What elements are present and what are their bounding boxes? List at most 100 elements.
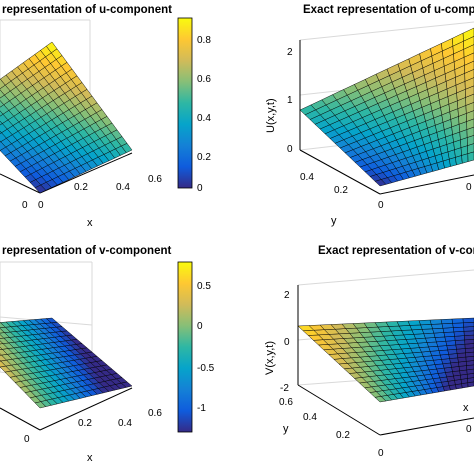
y-axis-label: y <box>283 423 289 435</box>
surface-patch <box>429 319 443 325</box>
y-axis-label: y <box>331 215 337 227</box>
surface-patch <box>440 318 453 325</box>
x-tick-label-1: 0.2 <box>74 182 88 193</box>
colorbar-tick-3: 0.2 <box>197 152 211 163</box>
surface-patch <box>442 327 455 333</box>
surface-mesh <box>0 41 133 194</box>
surface-patch <box>465 102 474 114</box>
axes-frame <box>0 387 133 431</box>
panel-exact-u: Exact representation of u-component 2 1 … <box>265 4 474 227</box>
x-axis-label: x <box>463 402 469 414</box>
surface-patch <box>466 368 474 375</box>
z-tick-label-0: 2 <box>284 290 290 301</box>
surface-patch <box>465 360 474 366</box>
surface-patch <box>453 326 465 333</box>
surface-patch <box>443 331 455 338</box>
z-tick-label-2: 0 <box>287 144 293 155</box>
surface-patch <box>467 381 474 388</box>
x-tick-label-0: 0 <box>38 200 44 211</box>
surface-patch <box>0 110 4 117</box>
surface-patch <box>462 317 474 324</box>
colorbar: 0.8 0.6 0.4 0.2 0 <box>177 17 211 194</box>
x-tick-label-3: 0.6 <box>148 174 162 185</box>
z-tick-label-1: 0 <box>284 337 290 348</box>
x-tick-label-0: 0 <box>24 434 30 445</box>
surface-patch <box>463 36 474 50</box>
surface-patch <box>466 364 474 371</box>
x-tick-label-2: 0.4 <box>118 418 132 429</box>
surface-patch <box>462 27 474 42</box>
z-tick-label-1: 1 <box>287 95 293 106</box>
surface-patch <box>411 329 425 335</box>
colorbar: 0.5 0 -0.5 -1 <box>177 261 215 433</box>
surface-patch <box>467 143 474 154</box>
colorbar-tick-0: 0.8 <box>197 35 211 46</box>
surface-patch <box>465 93 474 106</box>
surface-mesh <box>0 317 133 409</box>
surface-patch <box>413 333 426 340</box>
surface-patch <box>464 339 474 345</box>
surface-patch <box>466 126 474 138</box>
colorbar-tick-4: 0 <box>197 183 203 194</box>
surface-patch <box>453 331 465 337</box>
surface-patch <box>452 322 464 328</box>
surface-patch <box>409 324 423 331</box>
colorbar-tick-2: -0.5 <box>197 363 215 374</box>
surface-patch <box>432 327 445 334</box>
chart-title: representation of u-component <box>2 4 172 16</box>
surface-patch <box>463 322 474 328</box>
surface-patch <box>465 351 474 358</box>
surface-patch <box>465 85 474 98</box>
surface-patch <box>0 100 5 108</box>
surface-patch <box>423 332 436 339</box>
x-tick-label-2: 0.4 <box>116 182 130 193</box>
surface-patch <box>434 336 447 343</box>
surface-patch <box>445 340 457 346</box>
surface-patch <box>467 151 474 162</box>
surface-patch <box>464 347 474 354</box>
z-tick-label-0: 2 <box>287 47 293 58</box>
surface-patch <box>465 356 474 362</box>
surface-patch <box>464 60 474 74</box>
surface-patch <box>433 332 446 338</box>
y-tick-label-0: 0.6 <box>279 397 293 408</box>
surface-mesh <box>299 27 474 187</box>
surface-patch <box>466 118 474 130</box>
panel-exact-v: Exact representation of v-componen 2 0 -… <box>264 245 474 459</box>
x-axis-label: x <box>87 217 93 229</box>
surface-patch <box>463 330 474 336</box>
chart-title: representation of v-component <box>2 245 171 257</box>
y-tick-label-1: 0.4 <box>303 412 317 423</box>
surface-patch <box>45 317 58 324</box>
surface-patch <box>464 334 474 341</box>
surface-patch <box>466 135 474 146</box>
z-axis-label: U(x,y,t) <box>265 98 277 133</box>
surface-patch <box>45 41 58 54</box>
surface-patch <box>426 341 438 348</box>
surface-patch <box>431 323 444 330</box>
panel-numerical-v: representation of v-component 0 0.2 0.4 … <box>0 245 215 464</box>
surface-mesh <box>297 317 474 403</box>
surface-patch <box>396 320 411 327</box>
x-tick-label-0: 0 <box>466 424 472 435</box>
colorbar-tick-1: 0.6 <box>197 74 211 85</box>
y-tick-label-2: 0.2 <box>336 430 350 441</box>
x-axis-label: x <box>87 452 93 464</box>
y-tick-label-0: 0.4 <box>300 172 314 183</box>
axes-frame <box>0 152 133 194</box>
y-tick-label-1: 0.2 <box>334 185 348 196</box>
y-tick-label-3: 0 <box>378 448 384 459</box>
surface-patch <box>441 323 454 329</box>
surface-patch <box>425 337 437 343</box>
surface-patch <box>428 346 440 352</box>
surface-patch <box>418 319 432 326</box>
surface-patch <box>398 325 413 331</box>
axes-frame <box>299 40 474 195</box>
surface-patch <box>420 324 433 330</box>
x-tick-label-3: 0.6 <box>148 408 162 419</box>
panel-numerical-u: representation of u-component 0 0 0.2 0.… <box>0 4 211 229</box>
surface-patch <box>451 318 464 324</box>
y-tick-label-2: 0 <box>378 200 384 211</box>
surface-patch <box>467 377 474 383</box>
